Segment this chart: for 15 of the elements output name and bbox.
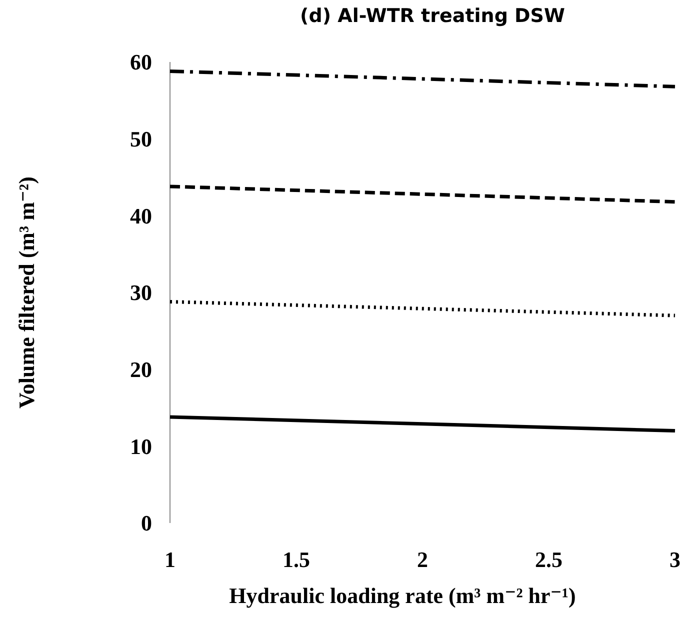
x-tick-label: 2.5	[535, 547, 562, 572]
y-tick-label: 20	[130, 357, 152, 382]
y-tick-label: 0	[141, 510, 152, 536]
x-tick-label: 3	[670, 547, 680, 572]
y-tick-label: 50	[130, 126, 152, 152]
y-tick-label: 10	[130, 434, 152, 459]
x-axis-title: Hydraulic loading rate (m³ m⁻² hr⁻¹)	[229, 583, 576, 608]
x-tick-label: 2	[417, 547, 428, 572]
y-axis-title: Volume filtered (m³ m⁻²)	[14, 176, 39, 408]
y-tick-label: 40	[130, 203, 152, 228]
x-tick-label: 1	[164, 547, 176, 572]
x-tick-label: 1.5	[282, 547, 310, 572]
y-tick-label: 30	[130, 280, 152, 306]
chart-title: (d) Al-WTR treating DSW	[300, 5, 565, 27]
y-tick-label: 60	[130, 50, 152, 75]
